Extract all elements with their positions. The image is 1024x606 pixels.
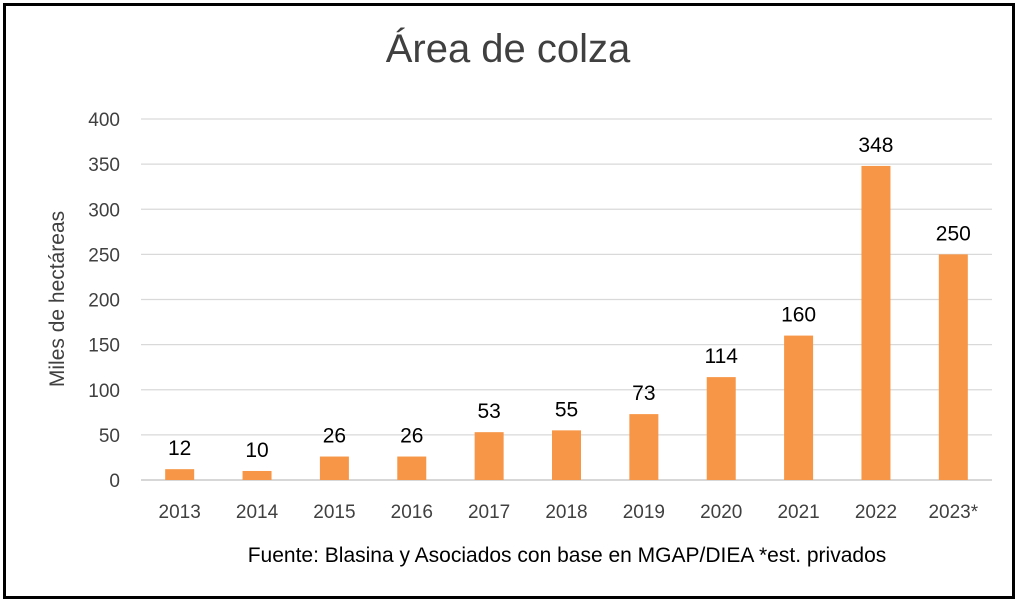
data-label: 26	[323, 425, 346, 448]
x-tick-label: 2016	[391, 502, 433, 523]
x-tick-label: 2022	[855, 502, 897, 523]
data-label: 55	[555, 398, 578, 421]
x-tick-label: 2023*	[928, 502, 978, 523]
bar-2023*	[938, 254, 968, 480]
bar-2018	[552, 430, 581, 480]
y-axis-ticks: 0 50 100 150 200 250 300 350 400	[88, 110, 120, 492]
bar-2020	[706, 377, 736, 480]
x-tick-label: 2017	[468, 502, 510, 523]
bar-2016	[397, 456, 427, 480]
x-tick-label: 2021	[777, 502, 819, 523]
bar-2013	[165, 469, 195, 480]
bar-2022	[861, 165, 891, 480]
data-label: 160	[781, 304, 816, 327]
bar-2021	[784, 335, 814, 480]
y-tick-label: 200	[88, 291, 120, 312]
x-tick-label: 2014	[236, 502, 279, 523]
data-label: 73	[632, 382, 655, 405]
x-axis-ticks: 2013 2014 2015 2016 2017 2018 2019 2020 2021 2022…	[159, 502, 979, 523]
y-tick-label: 100	[88, 381, 120, 402]
y-tick-label: 300	[88, 200, 120, 221]
chart-title: Área de colza	[386, 26, 631, 71]
x-tick-label: 2013	[159, 502, 201, 523]
data-label: 53	[477, 400, 500, 423]
x-tick-label: 2015	[313, 502, 355, 523]
source-note: Fuente: Blasina y Asociados con base en …	[248, 544, 887, 567]
y-tick-label: 50	[99, 426, 120, 447]
data-label: 12	[168, 437, 191, 460]
bar-2017	[474, 432, 504, 480]
data-label: 348	[858, 134, 893, 157]
y-axis-title: Miles de hectáreas	[46, 211, 69, 387]
bars	[165, 165, 968, 480]
data-label: 250	[936, 222, 971, 245]
x-tick-label: 2019	[623, 502, 665, 523]
data-labels: 12 10 26 26 53 55 73 114 160 348 250	[168, 134, 971, 462]
bar-2015	[319, 456, 349, 480]
x-tick-label: 2020	[700, 502, 742, 523]
y-tick-label: 250	[88, 245, 120, 266]
bar-2019	[629, 414, 659, 480]
y-tick-label: 400	[88, 110, 120, 131]
chart-frame	[3, 3, 1015, 599]
y-tick-label: 350	[88, 155, 120, 176]
y-tick-label: 150	[88, 336, 120, 357]
y-tick-label: 0	[109, 471, 120, 492]
x-tick-label: 2018	[545, 502, 587, 523]
data-label: 10	[245, 439, 268, 462]
data-label: 26	[400, 425, 423, 448]
gridlines	[141, 118, 992, 481]
data-label: 114	[704, 345, 738, 368]
bar-2014	[242, 470, 272, 480]
